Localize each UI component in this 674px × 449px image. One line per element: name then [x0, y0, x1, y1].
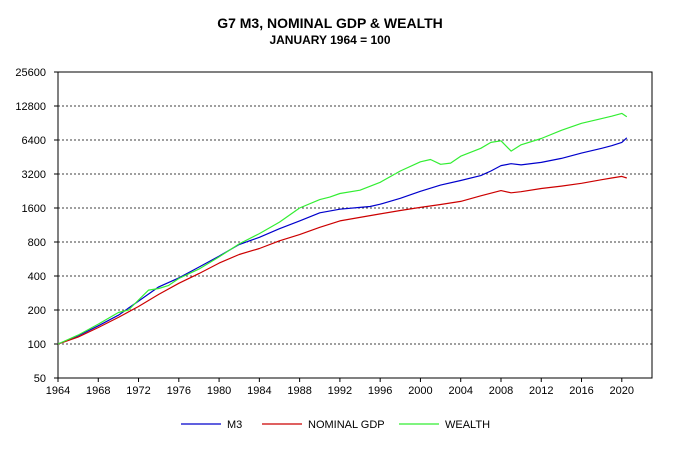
- x-tick-label: 2016: [569, 385, 593, 397]
- y-tick-label: 400: [28, 271, 46, 283]
- legend-label-wealth: WEALTH: [445, 419, 490, 431]
- x-tick-label: 1968: [86, 385, 110, 397]
- series-line-nominal-gdp: [57, 175, 627, 345]
- x-tick-label: 1980: [207, 385, 231, 397]
- x-tick-label: 2012: [529, 385, 553, 397]
- legend-label-nominal-gdp: NOMINAL GDP: [308, 419, 385, 431]
- plot-frame: [57, 71, 653, 379]
- chart-title: G7 M3, NOMINAL GDP & WEALTH: [217, 15, 443, 31]
- chart-subtitle: JANUARY 1964 = 100: [269, 33, 390, 47]
- legend-label-m3: M3: [227, 419, 242, 431]
- series-line-m3: [57, 137, 628, 345]
- x-tick-label: 1984: [247, 385, 271, 397]
- x-tick-label: 1996: [368, 385, 392, 397]
- y-tick-label: 50: [34, 373, 46, 385]
- y-tick-label: 1600: [22, 203, 46, 215]
- x-tick-label: 1992: [328, 385, 352, 397]
- y-tick-label: 800: [28, 237, 46, 249]
- y-tick-label: 100: [28, 339, 46, 351]
- x-tick-label: 2000: [408, 385, 432, 397]
- y-tick-label: 25600: [15, 67, 46, 79]
- x-tick-label: 1976: [167, 385, 191, 397]
- x-tick-label: 2004: [448, 385, 472, 397]
- y-axis: 50 100 200 400 800 1600 3200 6400 12800 25600: [15, 67, 58, 385]
- x-tick-label: 2020: [610, 385, 634, 397]
- legend: M3 NOMINAL GDP WEALTH: [181, 419, 490, 431]
- x-tick-label: 1964: [46, 385, 70, 397]
- y-tick-label: 6400: [22, 135, 46, 147]
- series-lines: [57, 112, 628, 345]
- y-tick-label: 200: [28, 305, 46, 317]
- series-line-wealth: [57, 112, 628, 345]
- x-tick-label: 1988: [287, 385, 311, 397]
- x-tick-label: 1972: [126, 385, 150, 397]
- x-axis: 1964 1968 1972 1976 1980 1984 1988 1992 1996 2000…: [46, 378, 634, 397]
- gridlines: [58, 105, 652, 345]
- y-tick-label: 3200: [22, 169, 46, 181]
- x-tick-label: 2008: [489, 385, 513, 397]
- y-tick-label: 12800: [15, 101, 46, 113]
